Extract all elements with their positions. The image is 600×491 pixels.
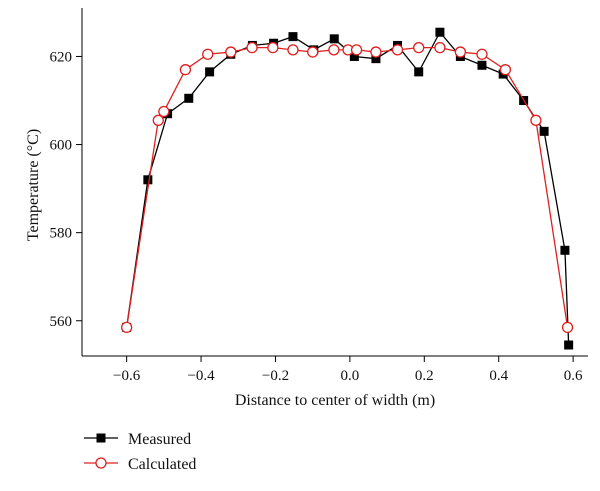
x-tick-label: −0.2 <box>262 368 289 384</box>
y-tick-label: 620 <box>50 49 73 65</box>
data-point-measured <box>539 126 549 136</box>
data-point-calculated <box>267 42 279 54</box>
x-tick-label: 0.2 <box>415 368 434 384</box>
data-point-calculated <box>287 44 299 56</box>
data-point-measured <box>205 67 215 77</box>
y-axis-title: Temperature (°C) <box>25 129 42 241</box>
data-point-calculated <box>413 42 425 54</box>
y-tick-label: 600 <box>50 138 73 154</box>
data-point-measured <box>414 67 424 77</box>
data-point-calculated <box>328 44 340 56</box>
axes <box>81 8 588 357</box>
x-tick-label: −0.6 <box>113 368 141 384</box>
data-point-measured <box>143 175 153 185</box>
x-tick-label: 0.6 <box>564 368 583 384</box>
series-measured <box>122 27 574 350</box>
data-point-calculated <box>225 46 237 58</box>
x-tick-label: 0.0 <box>341 368 360 384</box>
series-layer <box>121 27 574 350</box>
data-point-calculated <box>370 46 382 58</box>
data-point-calculated <box>391 44 404 56</box>
series-calculated <box>121 42 574 334</box>
data-point-calculated <box>307 46 319 58</box>
data-point-calculated <box>454 46 467 58</box>
y-tick-label: 580 <box>50 226 73 242</box>
data-point-calculated <box>499 64 512 76</box>
data-point-calculated <box>561 321 574 334</box>
legend-calculated-marker <box>95 457 107 469</box>
data-point-calculated <box>152 114 164 126</box>
data-point-calculated <box>530 114 542 126</box>
data-point-calculated <box>434 42 446 54</box>
x-tick-label: −0.4 <box>187 368 215 384</box>
y-tick-label: 560 <box>50 314 73 330</box>
data-point-calculated <box>246 42 258 54</box>
legend-entry-measured: Measured <box>84 431 191 448</box>
legend: Measured Calculated <box>84 431 196 473</box>
data-point-measured <box>184 93 194 103</box>
legend-measured-marker <box>96 433 106 443</box>
data-point-calculated <box>476 48 488 60</box>
x-axis-title: Distance to center of width (m) <box>235 392 435 409</box>
series-line-calculated <box>126 47 569 328</box>
data-point-calculated <box>121 321 133 334</box>
x-tick-label: 0.4 <box>489 368 508 384</box>
legend-calculated-label: Calculated <box>128 456 196 473</box>
data-point-measured <box>288 32 298 42</box>
legend-measured-label: Measured <box>128 431 191 448</box>
ticks: −0.6 −0.4 −0.2 0.0 0.2 0.4 0.6 560 580 600 620 <box>50 49 583 384</box>
data-point-measured <box>435 27 445 37</box>
data-point-calculated <box>179 64 192 76</box>
data-point-measured <box>477 60 487 70</box>
data-point-measured <box>560 245 570 255</box>
series-line-measured <box>126 31 570 346</box>
data-point-measured <box>349 51 359 61</box>
data-point-measured <box>564 340 574 350</box>
data-point-measured <box>371 54 381 64</box>
data-point-calculated <box>350 44 363 56</box>
legend-entry-calculated: Calculated <box>84 456 196 473</box>
data-point-measured <box>329 34 339 44</box>
data-point-calculated <box>202 48 214 60</box>
data-point-calculated <box>158 105 170 118</box>
